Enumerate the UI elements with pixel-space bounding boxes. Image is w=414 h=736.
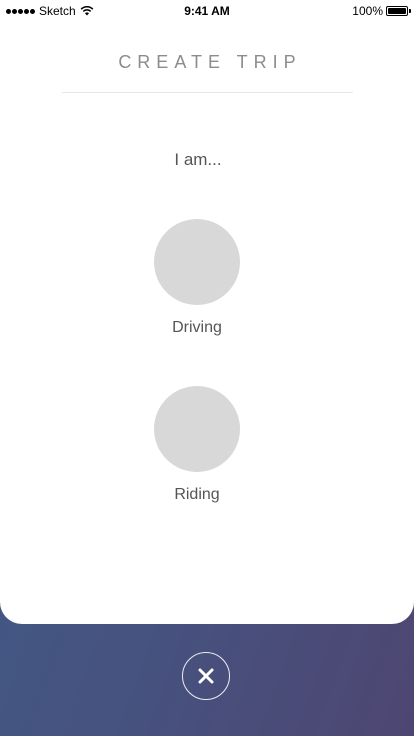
close-button[interactable] <box>182 652 230 700</box>
status-left: Sketch <box>6 4 94 18</box>
status-right: 100% <box>352 4 411 18</box>
driving-option[interactable]: Driving <box>154 219 240 337</box>
riding-option-label[interactable]: Riding <box>174 486 220 503</box>
battery-icon <box>386 6 411 16</box>
title-divider <box>62 92 353 93</box>
status-time: 9:41 AM <box>184 4 230 18</box>
driving-option-circle[interactable] <box>154 219 240 305</box>
battery-fill <box>388 8 406 14</box>
status-bar: Sketch 9:41 AM 100% <box>0 0 414 22</box>
prompt-text: I am... <box>174 150 222 169</box>
create-trip-sheet: Sketch 9:41 AM 100% CREATE TRIP I am... … <box>0 0 414 504</box>
page-title: CREATE TRIP <box>118 52 302 72</box>
wifi-icon <box>80 6 94 16</box>
carrier-label: Sketch <box>39 4 76 18</box>
riding-option-circle[interactable] <box>154 386 240 472</box>
close-icon <box>198 668 214 684</box>
driving-option-label[interactable]: Driving <box>172 319 222 336</box>
battery-percent: 100% <box>352 4 383 18</box>
signal-icon <box>6 8 35 14</box>
riding-option[interactable]: Riding <box>154 386 240 504</box>
